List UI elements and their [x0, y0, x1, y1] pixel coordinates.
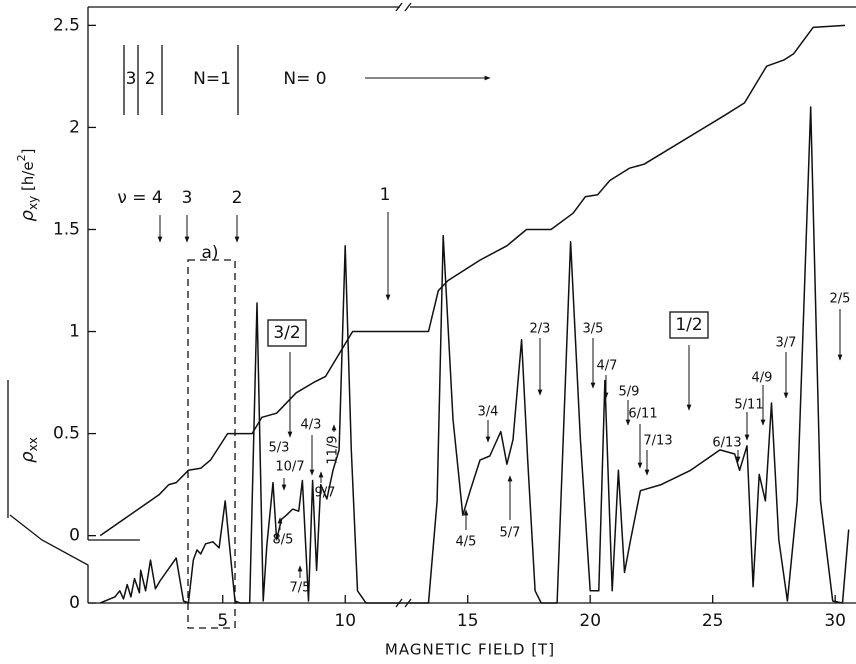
annotation: 4/7	[597, 359, 618, 374]
annotation: 6/11	[628, 407, 657, 422]
annotation: 1/2	[675, 315, 702, 335]
annotation: N=1	[193, 69, 231, 89]
annotation: ν = 4	[117, 188, 162, 208]
x-axis-label: MAGNETIC FIELD [T]	[385, 641, 555, 659]
annotation: 2/5	[830, 292, 851, 307]
x-tick-label: 15	[457, 611, 479, 631]
y-tick-label: 0	[69, 526, 80, 546]
annotation: 10/7	[275, 460, 304, 475]
annotation: 8/5	[273, 533, 294, 548]
x-tick-label: 5	[217, 611, 228, 631]
y-tick-label: 1	[69, 322, 80, 342]
y-tick-label: 2.5	[53, 15, 80, 35]
y2-axis-label: ρxx	[17, 437, 40, 463]
y-tick-label: 1.5	[53, 219, 80, 239]
annotation: 4/3	[301, 418, 322, 433]
annotation: 3/5	[583, 322, 604, 337]
annotation: 3/4	[478, 405, 499, 420]
data-line	[99, 106, 850, 604]
annotation: 2	[145, 69, 156, 89]
x-tick-label: 30	[824, 611, 846, 631]
annotation: 3/7	[776, 336, 797, 351]
annotation: 5/7	[500, 526, 521, 541]
annotation: N= 0	[283, 69, 326, 89]
x-tick-label: 25	[702, 611, 724, 631]
annotation: 9/7	[315, 486, 336, 501]
annotation: 3	[182, 188, 193, 208]
annotation: 4/5	[456, 535, 477, 550]
annotation: a)	[201, 243, 218, 263]
y-tick-label: 0.5	[53, 424, 80, 444]
y-tick-label: 2	[69, 117, 80, 137]
annotation: 2/3	[530, 322, 551, 337]
annotation: 11/9	[326, 435, 341, 464]
annotation: 4/9	[752, 371, 773, 386]
annotation: 5/11	[734, 398, 763, 413]
annotation: 3/2	[273, 323, 300, 343]
annotation: 7/13	[643, 434, 672, 449]
annotation: 3	[126, 69, 137, 89]
x-tick-label: 10	[334, 611, 356, 631]
annotation: 6/13	[712, 436, 741, 451]
annotation: 5/9	[619, 385, 640, 400]
annotation: 5/3	[269, 441, 290, 456]
annotation: 7/5	[290, 581, 311, 596]
x-tick-label: 20	[579, 611, 601, 631]
annotation: 2	[232, 188, 243, 208]
y-axis-label: ρxy [h/e2]	[15, 149, 40, 222]
frame	[9, 2, 856, 629]
y2-tick-label: 0	[69, 593, 80, 613]
annotation: 1	[380, 185, 391, 205]
data-line	[99, 24, 846, 537]
